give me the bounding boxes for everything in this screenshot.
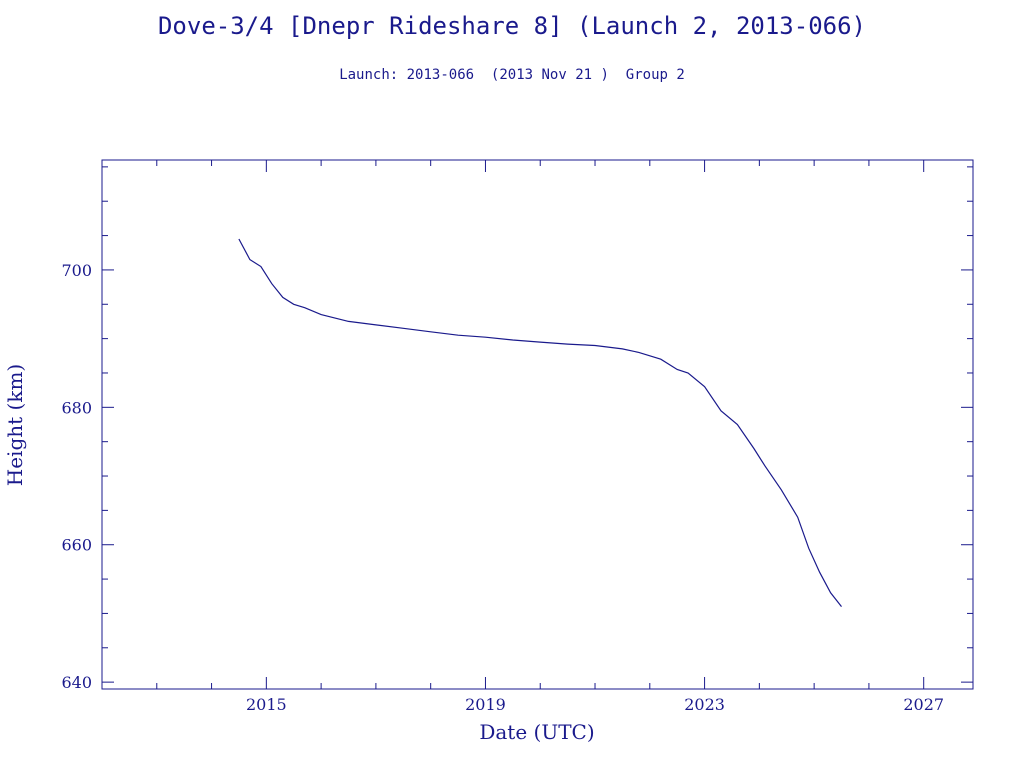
axis-ticks (101, 160, 973, 689)
x-tick-label: 2023 (684, 695, 725, 714)
y-tick-label: 680 (61, 398, 92, 417)
plot-frame (101, 159, 974, 690)
x-axis-label: Date (UTC) (479, 720, 594, 744)
chart-subtitle: Launch: 2013-066 (2013 Nov 21 ) Group 2 (339, 67, 685, 83)
y-tick-label: 700 (61, 261, 92, 280)
y-tick-label: 640 (61, 673, 92, 692)
height-series-line (238, 238, 842, 607)
x-tick-label: 2015 (246, 695, 287, 714)
chart-title: Dove-3/4 [Dnepr Rideshare 8] (Launch 2, … (157, 12, 866, 40)
x-tick-label: 2027 (903, 695, 944, 714)
tick-labels: 2015 2019 2023 2027 640 660 680 700 (61, 261, 944, 714)
y-tick-label: 660 (61, 536, 92, 555)
y-axis-label: Height (km) (3, 364, 27, 486)
x-tick-label: 2019 (465, 695, 506, 714)
